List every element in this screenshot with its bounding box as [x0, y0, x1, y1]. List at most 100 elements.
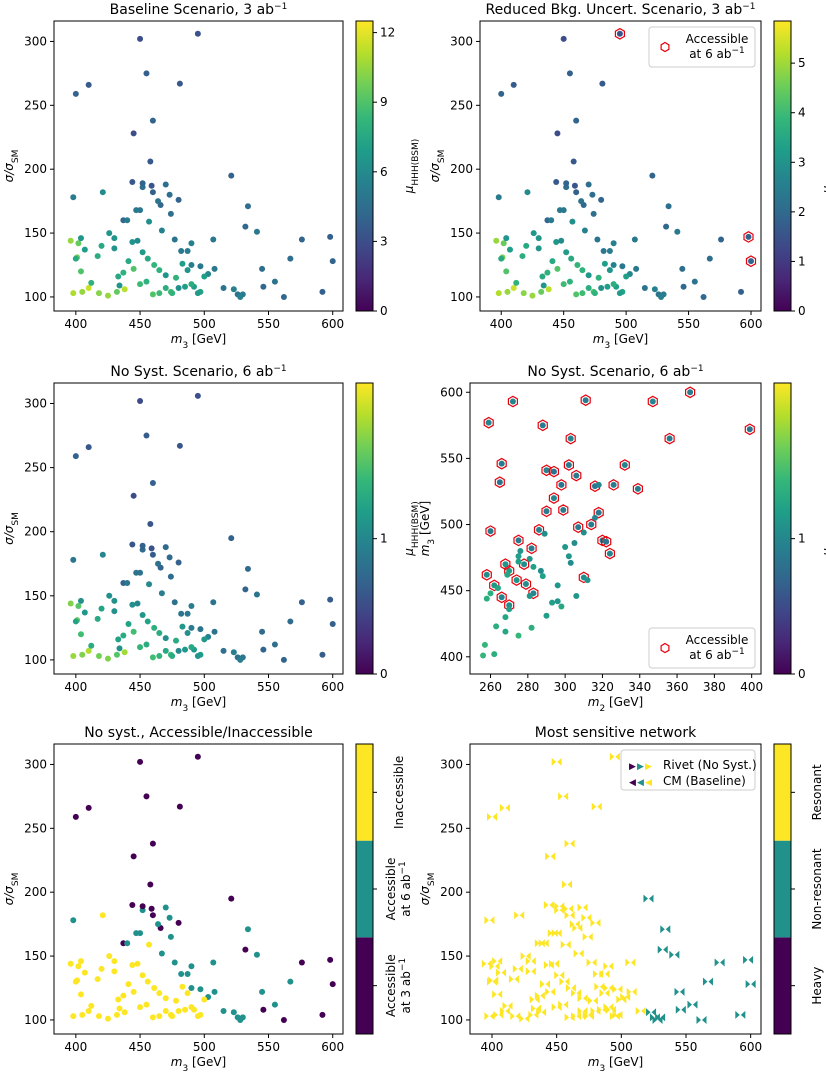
data-point — [173, 274, 180, 281]
x-tick-label: 320 — [591, 680, 614, 694]
data-point — [167, 933, 174, 940]
data-point — [598, 196, 605, 203]
y-tick-label: 500 — [440, 518, 463, 532]
data-point — [79, 1011, 86, 1018]
data-point — [591, 514, 598, 521]
data-point — [149, 840, 156, 847]
network-marker-left — [582, 932, 588, 941]
data-point — [72, 453, 79, 460]
data-point — [129, 901, 136, 908]
data-point — [137, 758, 144, 765]
data-point — [319, 1011, 326, 1018]
network-marker-left — [609, 1012, 615, 1021]
accessible-ring — [494, 476, 505, 489]
data-point — [121, 649, 128, 656]
data-point — [580, 529, 587, 536]
data-point — [271, 1001, 278, 1008]
data-point — [139, 180, 146, 187]
data-point — [148, 182, 155, 189]
network-marker-right — [497, 957, 503, 966]
data-point — [498, 460, 505, 467]
data-point — [179, 260, 186, 267]
network-marker-left — [594, 982, 599, 991]
network-marker-left — [620, 992, 625, 1001]
network-marker-right — [505, 803, 510, 812]
network-marker-right — [608, 1003, 614, 1012]
network-marker-left — [714, 958, 720, 967]
data-point — [178, 610, 185, 617]
network-marker-right — [630, 958, 636, 967]
legend-label: at 6 ab−1 — [689, 46, 745, 61]
network-marker-left — [590, 918, 595, 927]
network-marker-left — [612, 985, 617, 994]
data-point — [120, 269, 127, 276]
axes-p3: 400 450 500 550 600 100 150 200 250 300 No Syst. S… — [2, 364, 344, 714]
x-tick-label: 360 — [666, 680, 689, 694]
network-marker-right — [597, 802, 602, 811]
data-point — [194, 30, 201, 37]
data-point — [70, 290, 77, 297]
data-point — [99, 912, 106, 919]
data-point — [139, 972, 146, 979]
data-point — [700, 293, 707, 300]
x-tick-label: 400 — [740, 680, 763, 694]
network-marker-left — [609, 752, 615, 761]
colorbar-frame — [773, 743, 792, 1035]
network-marker-right — [583, 903, 588, 912]
data-point — [515, 632, 522, 639]
data-point — [197, 986, 204, 993]
data-point — [287, 618, 294, 625]
data-point — [106, 953, 113, 960]
network-marker-left — [625, 958, 630, 967]
data-point — [540, 282, 547, 289]
data-point — [522, 581, 529, 588]
data-point — [495, 194, 502, 201]
data-point — [176, 442, 183, 449]
network-marker-left — [481, 959, 487, 968]
network-marker-right — [748, 955, 754, 964]
data-point — [184, 629, 191, 636]
data-point — [148, 545, 155, 552]
data-point — [156, 990, 163, 997]
legend-label: CM (Baseline) — [663, 774, 746, 788]
data-point — [75, 963, 82, 970]
data-point — [188, 262, 195, 269]
data-point — [568, 255, 575, 262]
points-p2 — [493, 27, 757, 300]
network-marker-right — [702, 1015, 707, 1024]
accessible-ring — [684, 386, 696, 399]
data-point — [144, 618, 151, 625]
data-point — [144, 255, 151, 262]
data-point — [169, 1013, 176, 1020]
network-marker-right — [576, 989, 582, 998]
x-tick-label: 450 — [552, 317, 575, 331]
data-point — [188, 1004, 195, 1011]
data-point — [85, 804, 92, 811]
data-point — [175, 647, 182, 654]
data-point — [554, 582, 561, 589]
data-point — [171, 599, 178, 606]
network-marker-right — [531, 967, 536, 976]
data-point — [543, 612, 550, 619]
data-point — [77, 991, 84, 998]
accessible-ring — [745, 255, 757, 268]
data-point — [99, 551, 106, 558]
data-point — [147, 521, 154, 528]
network-marker-left — [508, 975, 514, 984]
y-tick-label: 250 — [24, 821, 47, 835]
network-marker-right — [575, 920, 580, 929]
network-marker-right — [674, 950, 680, 959]
data-point — [541, 530, 548, 537]
network-marker-right — [535, 995, 540, 1004]
data-point — [220, 1008, 227, 1015]
data-point — [130, 853, 137, 860]
data-point — [171, 959, 178, 966]
data-point — [550, 495, 557, 502]
data-point — [166, 914, 173, 921]
data-point — [72, 978, 79, 985]
y-tick-label: 250 — [440, 821, 463, 835]
network-marker-right — [625, 992, 631, 1001]
data-point — [173, 997, 180, 1004]
data-point — [179, 983, 186, 990]
rivet-marker-icon: ▶ — [629, 762, 636, 772]
